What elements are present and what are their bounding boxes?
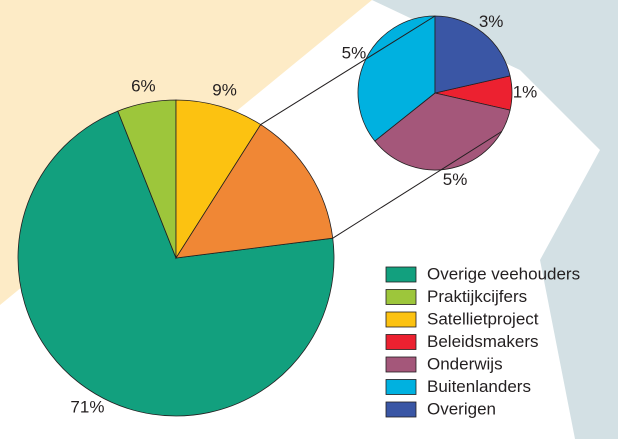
slice-label: 3% — [479, 12, 504, 31]
legend-swatch — [386, 402, 416, 417]
legend-label: Satellietproject — [427, 309, 539, 328]
legend-label: Beleidsmakers — [427, 332, 539, 351]
legend-label: Overigen — [427, 399, 496, 418]
legend-swatch — [386, 380, 416, 395]
slice-label: 6% — [131, 77, 156, 96]
legend-label: Onderwijs — [427, 354, 503, 373]
legend-swatch — [386, 335, 416, 350]
slice-label: 71% — [70, 397, 104, 416]
legend-swatch — [386, 312, 416, 327]
slice-label: 5% — [443, 170, 468, 189]
legend-label: Praktijkcijfers — [427, 287, 527, 306]
chart: 71% 6% 9% 1% 5% 5% 3% Overige veehouders Prakti… — [0, 0, 618, 439]
slice-label: 5% — [342, 43, 367, 62]
legend-label: Buitenlanders — [427, 377, 531, 396]
slice-label: 9% — [212, 80, 237, 99]
legend-swatch — [386, 267, 416, 282]
slice-label: 1% — [513, 82, 538, 101]
legend-swatch — [386, 357, 416, 372]
legend-swatch — [386, 290, 416, 305]
legend-label: Overige veehouders — [427, 264, 580, 283]
